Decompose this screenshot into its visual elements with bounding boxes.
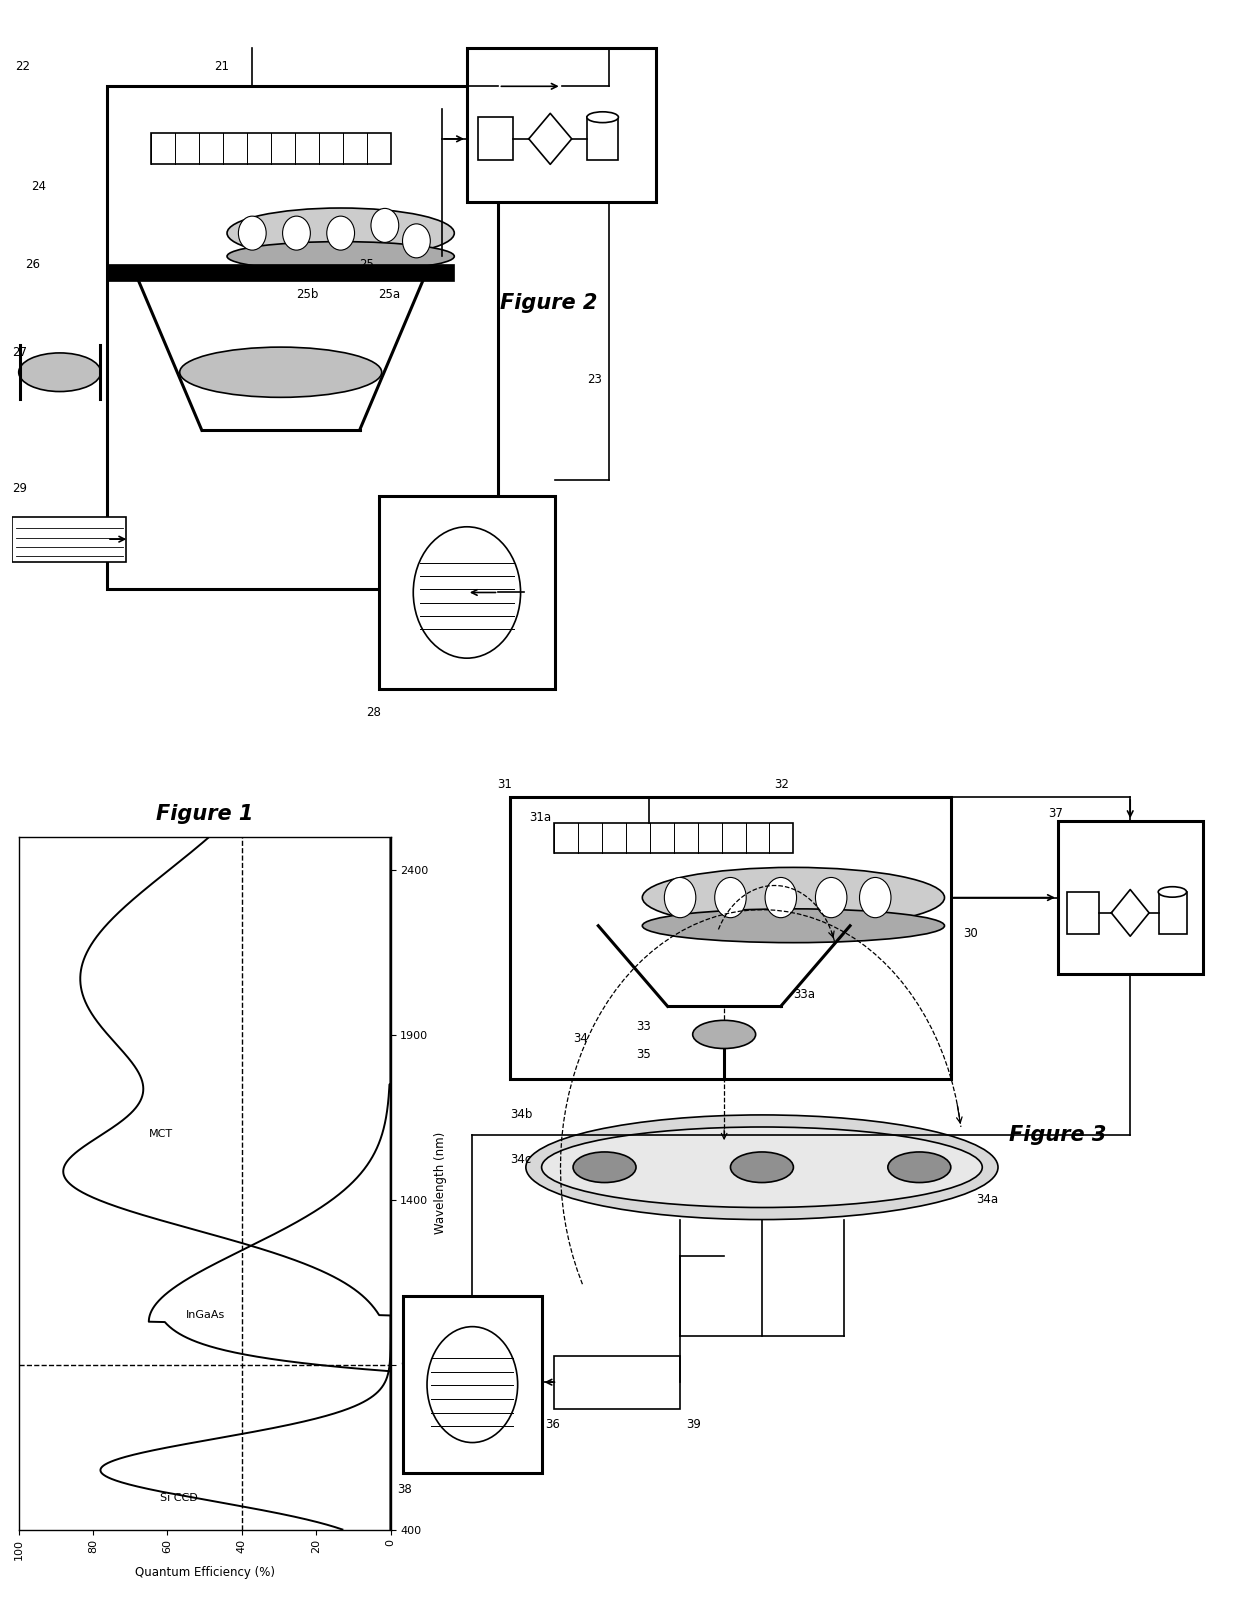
Text: 33: 33 — [636, 1019, 651, 1034]
Text: 30: 30 — [963, 927, 978, 940]
X-axis label: Quantum Efficiency (%): Quantum Efficiency (%) — [135, 1567, 274, 1579]
Text: 37: 37 — [1048, 807, 1063, 819]
Bar — [587, 118, 619, 159]
Circle shape — [427, 1327, 517, 1443]
Text: 39: 39 — [687, 1418, 702, 1431]
Text: 34c: 34c — [510, 1153, 532, 1166]
Text: 33a: 33a — [794, 987, 816, 1001]
Circle shape — [283, 216, 310, 250]
Bar — [378, 496, 556, 689]
Bar — [479, 118, 513, 159]
Ellipse shape — [587, 111, 619, 122]
Ellipse shape — [227, 242, 454, 270]
Ellipse shape — [19, 353, 100, 391]
Text: 31: 31 — [497, 778, 512, 792]
Text: 29: 29 — [12, 481, 27, 494]
Text: 27: 27 — [12, 346, 27, 359]
Text: 22: 22 — [16, 61, 31, 74]
Ellipse shape — [730, 1153, 794, 1182]
Ellipse shape — [526, 1114, 998, 1220]
Text: 26: 26 — [25, 258, 40, 270]
Text: Si CCD: Si CCD — [160, 1492, 197, 1504]
Ellipse shape — [542, 1127, 982, 1208]
Ellipse shape — [180, 348, 382, 398]
Bar — [554, 1356, 680, 1409]
Text: 36: 36 — [544, 1418, 559, 1431]
Text: 35: 35 — [636, 1048, 651, 1061]
Text: 38: 38 — [397, 1483, 412, 1496]
Text: 34a: 34a — [976, 1193, 998, 1206]
Circle shape — [665, 877, 696, 918]
Ellipse shape — [888, 1153, 951, 1182]
Bar — [107, 87, 498, 589]
Ellipse shape — [693, 1021, 755, 1048]
Text: 34: 34 — [573, 1032, 588, 1045]
Text: Figure 2: Figure 2 — [500, 293, 598, 312]
Y-axis label: Wavelength (nm): Wavelength (nm) — [434, 1132, 448, 1235]
Circle shape — [859, 877, 892, 918]
Text: 28: 28 — [366, 705, 381, 718]
Ellipse shape — [227, 208, 454, 258]
Bar — [467, 48, 656, 203]
Circle shape — [327, 216, 355, 250]
Bar — [554, 823, 794, 853]
Bar — [510, 797, 951, 1079]
Text: 25a: 25a — [378, 288, 401, 301]
Bar — [1058, 821, 1203, 974]
Ellipse shape — [642, 868, 945, 927]
Bar — [12, 517, 126, 562]
Bar — [1068, 892, 1099, 934]
Text: 25b: 25b — [296, 288, 319, 301]
Text: InGaAs: InGaAs — [186, 1311, 226, 1320]
Text: Figure 3: Figure 3 — [1009, 1125, 1106, 1145]
Text: 34b: 34b — [510, 1108, 532, 1122]
Ellipse shape — [642, 908, 945, 942]
Circle shape — [816, 877, 847, 918]
Text: 25: 25 — [360, 258, 374, 270]
Text: 23: 23 — [587, 374, 601, 386]
Text: 24: 24 — [31, 180, 46, 193]
Bar — [1158, 892, 1187, 934]
Text: MCT: MCT — [149, 1129, 172, 1138]
Bar — [403, 1296, 542, 1473]
Circle shape — [765, 877, 796, 918]
Circle shape — [403, 224, 430, 258]
Ellipse shape — [1158, 887, 1187, 897]
Text: Figure 1: Figure 1 — [156, 805, 253, 824]
Text: 21: 21 — [215, 61, 229, 74]
Circle shape — [238, 216, 267, 250]
Bar — [151, 132, 391, 164]
Circle shape — [714, 877, 746, 918]
Bar — [107, 264, 454, 282]
Text: 31a: 31a — [529, 810, 551, 824]
Text: 32: 32 — [775, 778, 790, 792]
Circle shape — [371, 208, 399, 243]
Ellipse shape — [573, 1153, 636, 1182]
Circle shape — [413, 526, 521, 658]
